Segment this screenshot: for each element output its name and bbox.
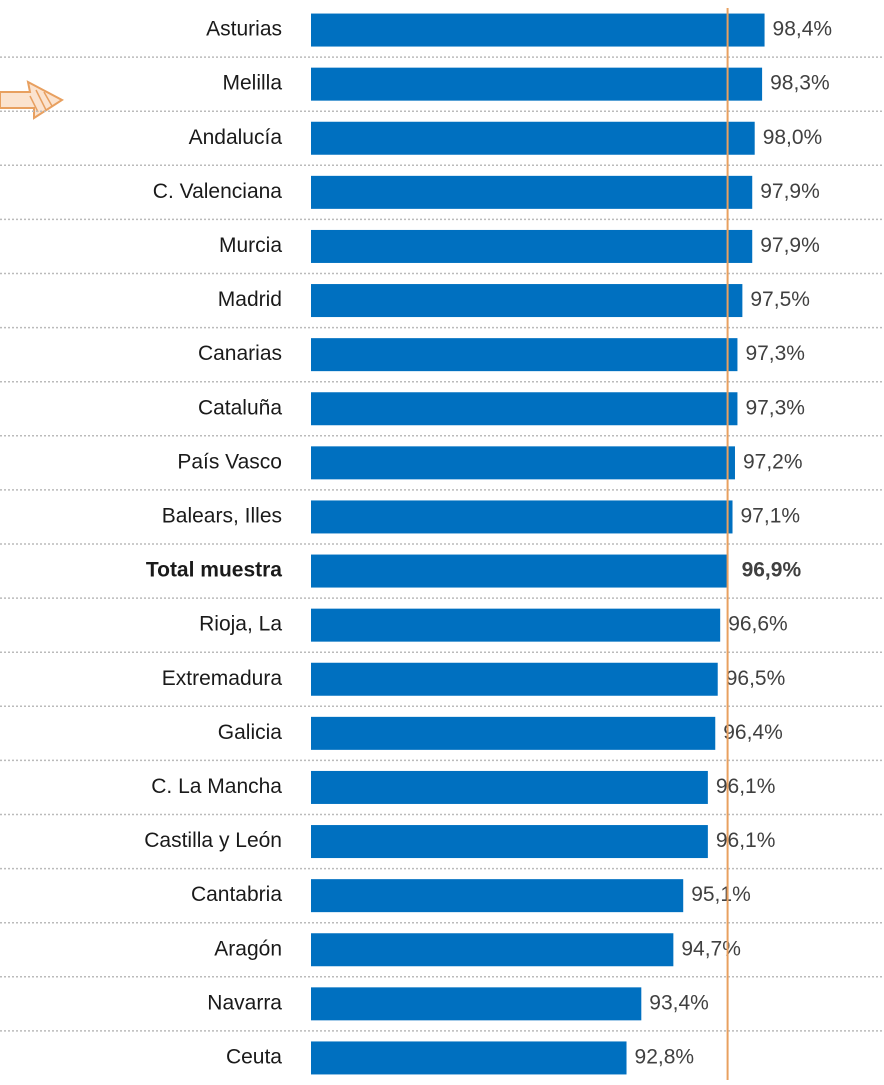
category-label: C. Valenciana bbox=[153, 180, 283, 203]
value-label: 97,2% bbox=[743, 450, 803, 473]
bar bbox=[311, 446, 735, 480]
category-label: Cataluña bbox=[198, 396, 282, 419]
bar bbox=[311, 338, 738, 372]
bar bbox=[311, 121, 755, 155]
bar bbox=[311, 500, 733, 534]
value-label: 97,5% bbox=[750, 288, 810, 311]
category-label: Murcia bbox=[219, 234, 282, 257]
arrow-icon bbox=[0, 80, 64, 120]
category-label: Balears, Illes bbox=[162, 504, 282, 527]
value-label: 97,1% bbox=[741, 504, 801, 527]
bar bbox=[311, 13, 765, 47]
value-label: 96,5% bbox=[726, 667, 786, 690]
category-label: Navarra bbox=[207, 991, 282, 1014]
category-label: Andalucía bbox=[189, 126, 283, 149]
value-label: 97,3% bbox=[745, 342, 805, 365]
category-label: C. La Mancha bbox=[151, 775, 282, 798]
value-label: 98,3% bbox=[770, 72, 830, 95]
bar bbox=[311, 229, 753, 263]
bar bbox=[311, 662, 718, 696]
bar bbox=[311, 933, 674, 967]
bar bbox=[311, 67, 763, 101]
value-label: 96,6% bbox=[728, 613, 788, 636]
bar bbox=[311, 554, 728, 588]
value-label: 95,1% bbox=[691, 883, 751, 906]
category-label: Galicia bbox=[218, 721, 283, 744]
category-label: Canarias bbox=[198, 342, 282, 365]
bar bbox=[311, 284, 743, 318]
bar bbox=[311, 825, 708, 859]
value-label: 98,0% bbox=[763, 126, 823, 149]
category-label: Cantabria bbox=[191, 883, 282, 906]
value-label: 98,4% bbox=[773, 18, 833, 41]
bar bbox=[311, 716, 716, 750]
category-label: Castilla y León bbox=[144, 829, 282, 852]
bar bbox=[311, 1041, 627, 1075]
category-label: Aragón bbox=[214, 937, 282, 960]
value-label: 97,3% bbox=[745, 396, 805, 419]
value-label: 96,1% bbox=[716, 775, 776, 798]
category-label: Extremadura bbox=[162, 667, 283, 690]
value-label: 97,9% bbox=[760, 234, 820, 257]
value-label: 97,9% bbox=[760, 180, 820, 203]
category-label: Ceuta bbox=[226, 1045, 282, 1068]
value-label: 96,1% bbox=[716, 829, 776, 852]
bar bbox=[311, 987, 642, 1021]
value-label: 93,4% bbox=[649, 991, 709, 1014]
category-label: Total muestra bbox=[146, 559, 282, 582]
category-label: Rioja, La bbox=[199, 613, 282, 636]
category-label: País Vasco bbox=[177, 450, 282, 473]
bar bbox=[311, 770, 708, 804]
bar bbox=[311, 879, 684, 913]
bar bbox=[311, 392, 738, 426]
value-label: 96,4% bbox=[723, 721, 783, 744]
bar bbox=[311, 175, 753, 209]
category-label: Asturias bbox=[206, 18, 282, 41]
bar bbox=[311, 608, 721, 642]
value-label: 94,7% bbox=[681, 937, 741, 960]
value-label: 92,8% bbox=[635, 1045, 695, 1068]
category-label: Madrid bbox=[218, 288, 282, 311]
category-label: Melilla bbox=[222, 72, 282, 95]
value-label: 96,9% bbox=[742, 559, 802, 582]
